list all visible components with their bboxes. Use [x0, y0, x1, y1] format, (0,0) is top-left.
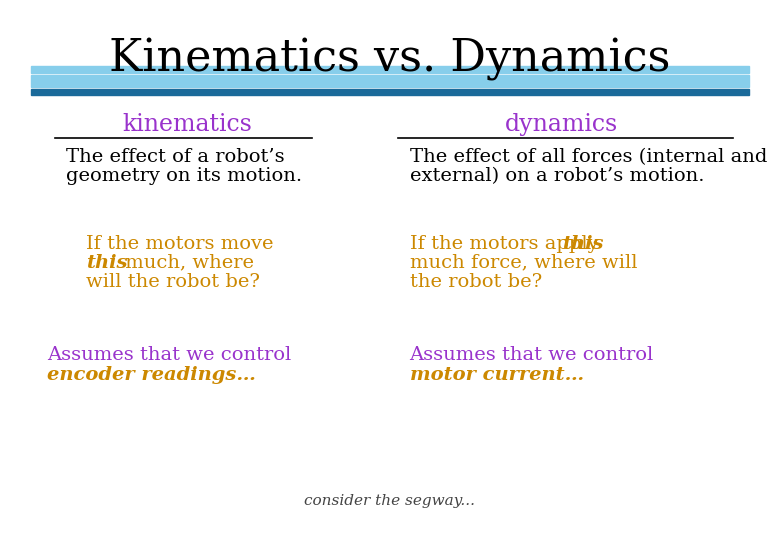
Text: motor current…: motor current…: [410, 366, 583, 383]
Text: much, where: much, where: [119, 254, 254, 272]
Text: will the robot be?: will the robot be?: [86, 273, 260, 291]
Text: Assumes that we control: Assumes that we control: [410, 346, 654, 363]
Text: this: this: [562, 235, 603, 253]
Text: external) on a robot’s motion.: external) on a robot’s motion.: [410, 167, 704, 185]
Text: this: this: [86, 254, 127, 272]
Text: encoder readings…: encoder readings…: [47, 366, 256, 383]
Text: Kinematics vs. Dynamics: Kinematics vs. Dynamics: [109, 38, 671, 81]
Text: much force, where will: much force, where will: [410, 254, 637, 272]
Text: The effect of all forces (internal and: The effect of all forces (internal and: [410, 148, 767, 166]
Text: geometry on its motion.: geometry on its motion.: [66, 167, 303, 185]
Text: the robot be?: the robot be?: [410, 273, 542, 291]
Bar: [31, 66, 749, 73]
Text: kinematics: kinematics: [122, 113, 252, 137]
Text: If the motors apply: If the motors apply: [410, 235, 604, 253]
Text: consider the segway...: consider the segway...: [304, 494, 476, 508]
Bar: [31, 89, 749, 94]
Text: If the motors move: If the motors move: [86, 235, 273, 253]
Text: The effect of a robot’s: The effect of a robot’s: [66, 148, 285, 166]
Text: dynamics: dynamics: [505, 113, 619, 137]
Text: Assumes that we control: Assumes that we control: [47, 346, 291, 363]
Bar: [31, 75, 749, 87]
